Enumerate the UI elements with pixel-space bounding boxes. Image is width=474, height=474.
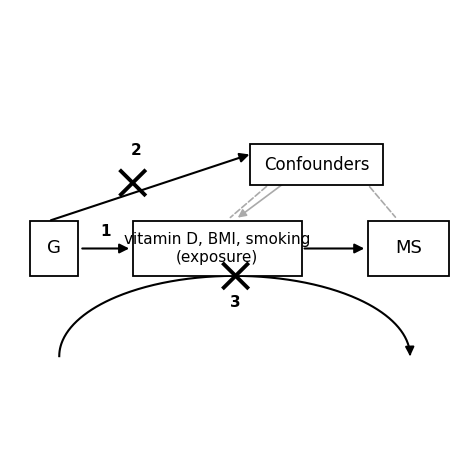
Text: Confounders: Confounders [264, 155, 369, 173]
Text: 3: 3 [230, 295, 241, 310]
FancyBboxPatch shape [133, 221, 301, 276]
Text: G: G [47, 239, 61, 257]
Text: MS: MS [395, 239, 422, 257]
FancyBboxPatch shape [250, 145, 383, 185]
Text: 2: 2 [131, 143, 142, 158]
FancyBboxPatch shape [30, 221, 78, 276]
Text: 1: 1 [100, 224, 111, 239]
FancyBboxPatch shape [368, 221, 448, 276]
Text: vitamin D, BMI, smoking
(exposure): vitamin D, BMI, smoking (exposure) [124, 232, 310, 264]
